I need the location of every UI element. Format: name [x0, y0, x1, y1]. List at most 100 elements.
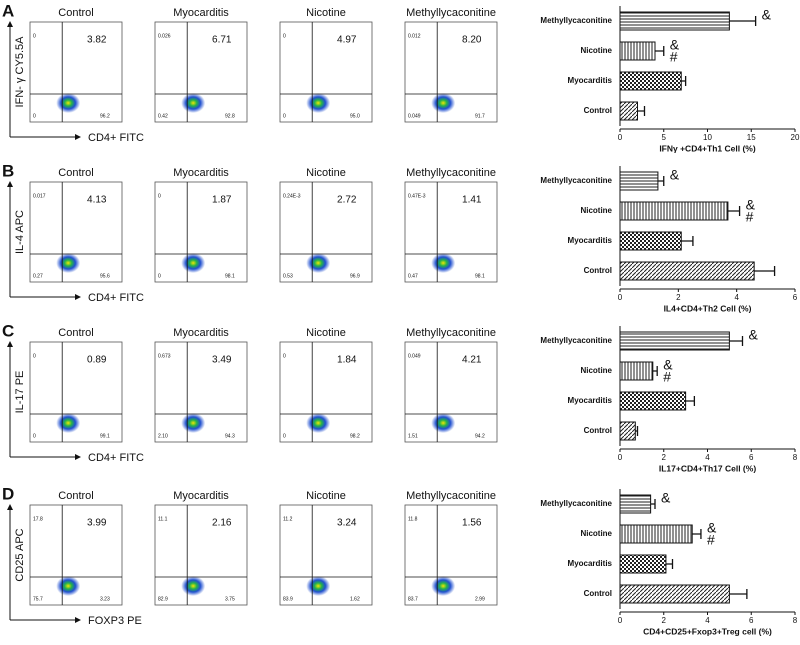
- cell-cluster: [181, 93, 206, 113]
- quadrant-value: 0: [283, 353, 286, 359]
- x-tick-label: 6: [749, 453, 754, 462]
- quadrant-value: 0: [33, 353, 36, 359]
- quadrant-value: 3.99: [87, 518, 107, 529]
- quadrant-value: 95.0: [350, 113, 360, 119]
- category-label: Myocarditis: [568, 559, 613, 568]
- quadrant-value: 95.6: [100, 273, 110, 279]
- quadrant-value: 4.97: [337, 35, 357, 46]
- panel-letter: B: [2, 161, 14, 180]
- quadrant-value: 1.84: [337, 355, 357, 366]
- x-tick-label: 20: [791, 133, 800, 142]
- quadrant-value: 99.1: [100, 433, 110, 439]
- y-axis-label: IL-17 PE: [14, 371, 26, 414]
- error-bar: [681, 236, 694, 246]
- bar: [619, 201, 729, 221]
- error-bar: [650, 499, 656, 509]
- quadrant-value: 82.9: [158, 596, 168, 602]
- quadrant-value: 0: [33, 33, 36, 39]
- quadrant-value: 94.2: [475, 433, 485, 439]
- quadrant-value: 75.7: [33, 596, 43, 602]
- category-label: Methyllycaconitine: [540, 176, 612, 185]
- quadrant-value: 1.51: [408, 433, 418, 439]
- quadrant-value: 0: [158, 193, 161, 199]
- quadrant-value: 8.20: [462, 35, 482, 46]
- quadrant-value: 96.9: [350, 273, 360, 279]
- significance-mark: #: [670, 49, 678, 65]
- error-bar: [681, 76, 687, 86]
- quadrant-value: 2.10: [158, 433, 168, 439]
- quadrant-value: 0.673: [158, 353, 171, 359]
- significance-mark: &: [762, 7, 772, 23]
- error-bar: [657, 176, 665, 186]
- quadrant-value: 1.41: [462, 195, 482, 206]
- quadrant-value: 0.049: [408, 113, 421, 119]
- quadrant-value: 4.13: [87, 195, 107, 206]
- quadrant-value: 0.012: [408, 33, 421, 39]
- significance-mark: &: [746, 197, 756, 213]
- bar: [619, 101, 638, 121]
- quadrant-value: 0.27: [33, 273, 43, 279]
- plot-title: Myocarditis: [173, 327, 229, 339]
- bar: [619, 361, 654, 381]
- quadrant-value: 6.71: [212, 35, 232, 46]
- quadrant-value: 0.017: [33, 193, 46, 199]
- plot-title: Control: [58, 490, 93, 502]
- quadrant-value: 1.87: [212, 195, 232, 206]
- bar: [619, 554, 667, 574]
- bar: [619, 494, 652, 514]
- significance-mark: &: [670, 167, 680, 183]
- x-tick-label: 0: [618, 293, 623, 302]
- plot-title: Nicotine: [306, 327, 346, 339]
- error-bar: [692, 529, 702, 539]
- plot-title: Methyllycaconitine: [406, 490, 496, 502]
- quadrant-value: 96.2: [100, 113, 110, 119]
- x-axis-label: CD4+ FITC: [88, 292, 144, 304]
- y-axis-label: IFN- γ CY5.5A: [14, 36, 26, 108]
- x-tick-label: 2: [662, 453, 667, 462]
- category-label: Nicotine: [580, 206, 612, 215]
- cell-cluster: [56, 253, 81, 273]
- quadrant-value: 0.89: [87, 355, 107, 366]
- cell-cluster: [56, 413, 81, 433]
- bar: [619, 524, 693, 544]
- x-axis-label: IL17+CD4+Th17 Cell (%): [659, 463, 756, 473]
- x-tick-label: 5: [662, 133, 667, 142]
- quadrant-value: 0.24E-3: [283, 193, 301, 199]
- significance-mark: &: [707, 520, 717, 536]
- category-label: Control: [584, 589, 612, 598]
- category-label: Myocarditis: [568, 236, 613, 245]
- error-bar: [637, 106, 646, 116]
- quadrant-value: 98.2: [350, 433, 360, 439]
- quadrant-value: 3.49: [212, 355, 232, 366]
- category-label: Myocarditis: [568, 396, 613, 405]
- error-bar: [655, 46, 665, 56]
- quadrant-value: 0: [33, 113, 36, 119]
- y-axis-label: IL-4 APC: [14, 210, 26, 254]
- x-tick-label: 0: [618, 133, 623, 142]
- x-axis-label: CD4+ FITC: [88, 452, 144, 464]
- plot-title: Methyllycaconitine: [406, 167, 496, 179]
- plot-title: Control: [58, 327, 93, 339]
- quadrant-value: 0: [283, 433, 286, 439]
- quadrant-value: 4.21: [462, 355, 482, 366]
- x-tick-label: 6: [749, 616, 754, 625]
- panel-letter: D: [2, 484, 14, 503]
- quadrant-value: 94.3: [225, 433, 235, 439]
- quadrant-value: 83.7: [408, 596, 418, 602]
- significance-mark: &: [749, 327, 759, 343]
- x-tick-label: 6: [793, 293, 798, 302]
- bar: [619, 421, 636, 441]
- category-label: Myocarditis: [568, 76, 613, 85]
- quadrant-value: 0: [158, 273, 161, 279]
- quadrant-value: 92.8: [225, 113, 235, 119]
- category-label: Control: [584, 266, 612, 275]
- significance-mark: &: [661, 490, 671, 506]
- cell-cluster: [56, 93, 81, 113]
- x-tick-label: 15: [747, 133, 756, 142]
- quadrant-value: 0: [33, 433, 36, 439]
- error-bar: [754, 266, 776, 276]
- error-bar: [729, 589, 748, 599]
- quadrant-value: 98.1: [225, 273, 235, 279]
- x-axis-label: IL4+CD4+Th2 Cell (%): [664, 303, 752, 313]
- cell-cluster: [181, 413, 206, 433]
